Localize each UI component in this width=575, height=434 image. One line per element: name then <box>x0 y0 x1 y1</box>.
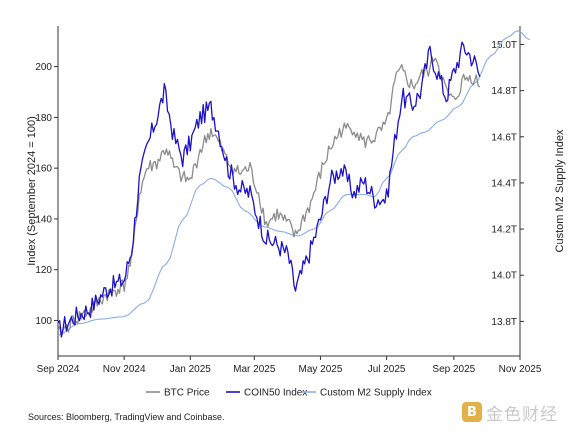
plot-area <box>58 26 520 356</box>
x-tick-label: Nov 2024 <box>103 364 146 375</box>
left-tick-label: 160 <box>35 164 52 175</box>
x-ticks: Sep 2024 Nov 2024 Jan 2025 Mar 2025 May 2025… <box>37 356 542 375</box>
x-tick-label: Nov 2025 <box>499 364 542 375</box>
legend-label: COIN50 Index <box>244 388 307 399</box>
left-tick-label: 120 <box>35 265 52 276</box>
left-tick-label: 140 <box>35 214 52 225</box>
y-axis-title-left: Index (September 2024 = 100) <box>26 116 38 266</box>
series-line-coin50-index <box>57 41 481 338</box>
x-tick-label: Sep 2024 <box>37 364 80 375</box>
series-line-btc-price <box>57 56 481 339</box>
right-tick-label: 15.0T <box>491 40 517 51</box>
watermark-text: 金色财经 <box>486 404 558 425</box>
legend: BTC Price COIN50 Index Custom M2 Supply In… <box>146 388 432 399</box>
x-tick-label: Jul 2025 <box>368 364 406 375</box>
legend-label: Custom M2 Supply Index <box>320 388 432 399</box>
right-tick-label: 14.6T <box>491 132 517 143</box>
left-tick-label: 100 <box>35 316 52 327</box>
left-y-ticks: 100 120 140 160 180 200 <box>35 62 58 327</box>
watermark-logo: B 金色财经 <box>462 398 558 426</box>
right-tick-label: 13.8T <box>491 317 517 328</box>
right-tick-label: 14.2T <box>491 225 517 236</box>
x-tick-label: Sep 2025 <box>432 364 475 375</box>
series-layer <box>57 30 531 339</box>
watermark-badge-icon: B <box>462 402 482 422</box>
y-axis-title-right: Custom M2 Supply Index <box>554 129 566 252</box>
right-y-ticks: 13.8T 14.0T 14.2T 14.4T 14.6T 14.8T 15.0T <box>491 40 524 328</box>
source-note: Sources: Bloomberg, TradingView and Coin… <box>28 412 225 422</box>
x-tick-label: Jan 2025 <box>170 364 212 375</box>
right-tick-label: 14.8T <box>491 86 517 97</box>
right-tick-label: 14.4T <box>491 178 517 189</box>
x-tick-label: Mar 2025 <box>233 364 276 375</box>
right-tick-label: 14.0T <box>491 271 517 282</box>
left-tick-label: 180 <box>35 113 52 124</box>
legend-label: BTC Price <box>164 388 210 399</box>
series-line-custom-m2-supply-index <box>57 30 531 336</box>
left-tick-label: 200 <box>35 62 52 73</box>
x-tick-label: May 2025 <box>298 364 342 375</box>
